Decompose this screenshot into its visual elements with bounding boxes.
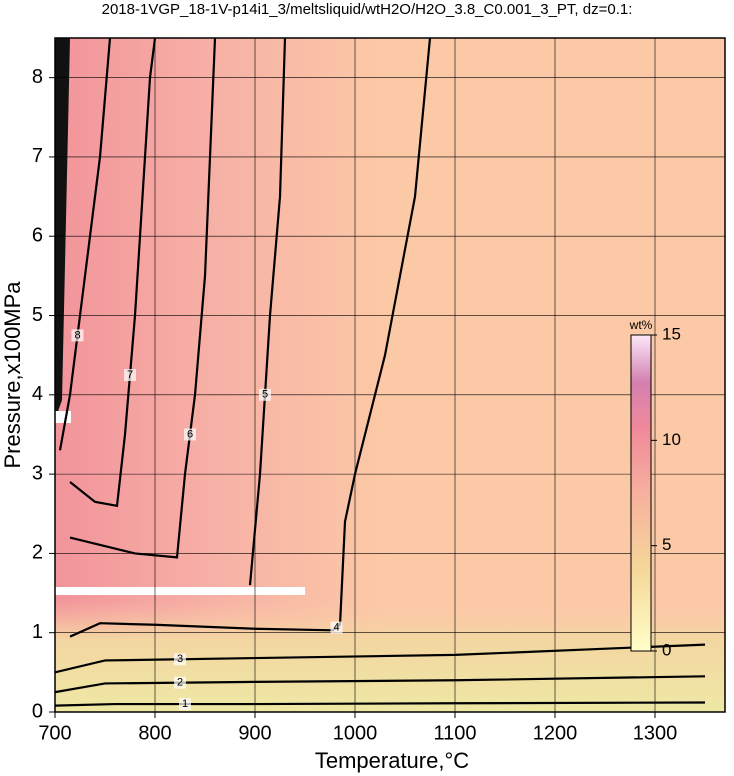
- plot-area: 1 2 3 4 5 6 7 8: [55, 38, 725, 712]
- contour-label: 4: [333, 621, 339, 633]
- colorbar-tick-label: 0: [662, 640, 671, 659]
- colorbar-tick-label: 5: [662, 535, 671, 554]
- contour-label-bg: [184, 428, 196, 441]
- contour-label: 6: [187, 428, 193, 440]
- contour-label: 7: [127, 369, 133, 381]
- y-tick-label: 6: [32, 225, 43, 247]
- y-tick-label: 7: [32, 145, 43, 167]
- contour-label-bg: [179, 698, 191, 711]
- y-tick-label: 0: [32, 700, 43, 722]
- contour-label: 1: [182, 698, 188, 710]
- x-tick-label: 700: [38, 722, 71, 744]
- y-tick-label: 8: [32, 66, 43, 88]
- x-tick-label: 1000: [333, 722, 378, 744]
- contour-label-bg: [259, 388, 271, 401]
- contour-line: [55, 675, 706, 694]
- contour-label-bg: [71, 329, 84, 342]
- x-tick-label: 1200: [533, 722, 578, 744]
- colorbar: [630, 334, 652, 652]
- contour-label: 3: [177, 653, 183, 665]
- chart-title: 2018-1VGP_18-1V-p14i1_3/meltsliquid/wtH2…: [102, 1, 633, 18]
- contour-line: [248, 38, 287, 586]
- colorbar-tick-label: 10: [662, 430, 681, 449]
- contour-label-bg: [174, 653, 186, 666]
- y-tick-label: 4: [32, 383, 43, 405]
- colorbar-label: wt%: [629, 318, 653, 332]
- y-tick-label: 1: [32, 621, 43, 643]
- contour-label: 5: [262, 389, 268, 401]
- colorbar-tick-label: 15: [662, 324, 681, 343]
- y-tick-label: 3: [32, 462, 43, 484]
- contour-label-bg: [330, 621, 343, 634]
- dense-region: [55, 38, 70, 420]
- contour-label: 2: [177, 677, 183, 689]
- plot-frame: [54, 37, 726, 713]
- contour-label: 8: [74, 329, 80, 341]
- x-tick-label: 1300: [633, 722, 678, 744]
- y-tick-label: 5: [32, 304, 43, 326]
- gap-band: [55, 587, 305, 595]
- contour-label-bg: [174, 676, 186, 689]
- x-axis-label: Temperature,°C: [315, 748, 469, 773]
- x-tick-label: 800: [138, 722, 171, 744]
- gap-band: [55, 411, 71, 423]
- contour-line: [58, 38, 112, 451]
- background: [55, 38, 725, 712]
- contour-label-bg: [124, 369, 136, 381]
- contour-line: [55, 701, 706, 707]
- y-axis-label: Pressure,x100MPa: [0, 281, 25, 469]
- y-tick-label: 2: [32, 542, 43, 564]
- contour-line: [55, 643, 706, 674]
- x-tick-label: 900: [238, 722, 271, 744]
- x-tick-label: 1100: [433, 722, 476, 744]
